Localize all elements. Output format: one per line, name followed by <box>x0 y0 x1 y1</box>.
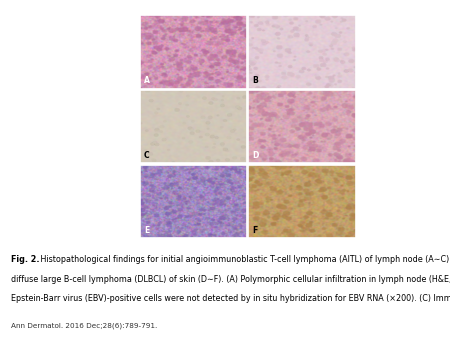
Text: B: B <box>253 76 258 85</box>
Text: Ann Dermatol. 2016 Dec;28(6):789-791.: Ann Dermatol. 2016 Dec;28(6):789-791. <box>11 322 157 329</box>
Text: A: A <box>144 76 150 85</box>
Text: D: D <box>253 151 259 160</box>
Text: F: F <box>253 226 258 235</box>
Text: diffuse large B-cell lymphoma (DLBCL) of skin (D∼F). (A) Polymorphic cellular in: diffuse large B-cell lymphoma (DLBCL) of… <box>11 275 450 284</box>
Text: Fig. 2.: Fig. 2. <box>11 255 40 264</box>
Text: E: E <box>144 226 149 235</box>
Text: Epstein-Barr virus (EBV)-positive cells were not detected by in situ hybridizati: Epstein-Barr virus (EBV)-positive cells … <box>11 294 450 304</box>
Text: C: C <box>144 151 149 160</box>
Text: Histopathological findings for initial angioimmunoblastic T-cell lymphoma (AITL): Histopathological findings for initial a… <box>38 255 450 264</box>
